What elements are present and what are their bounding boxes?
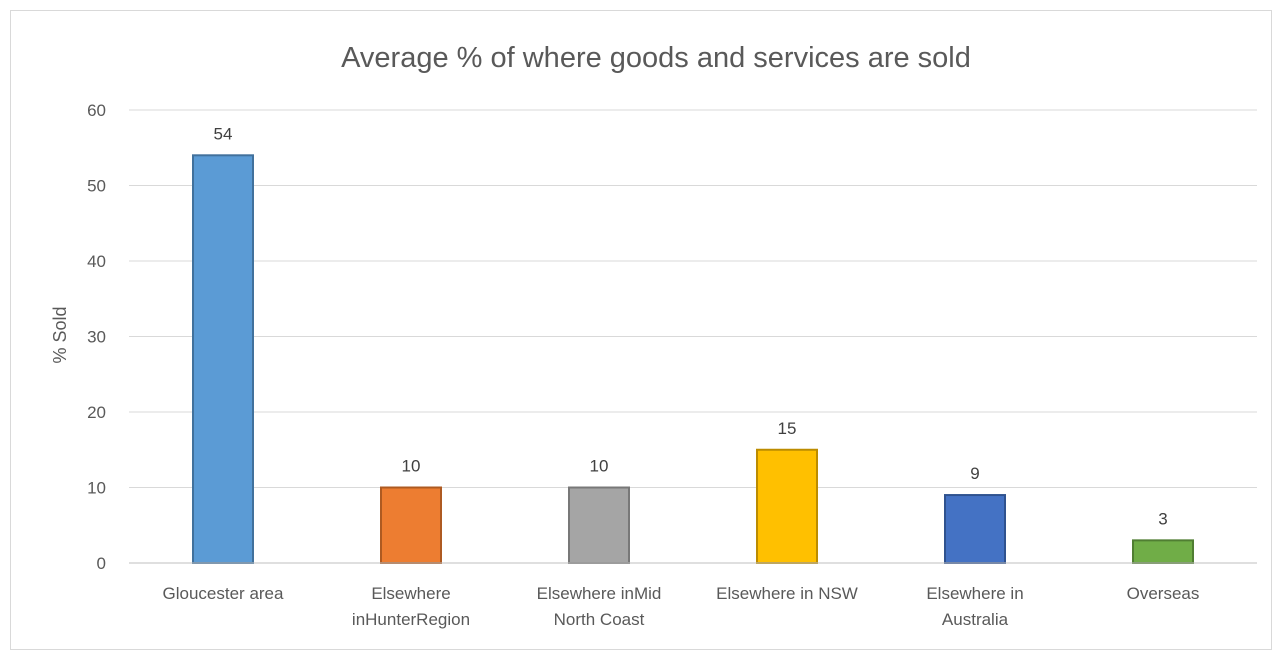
y-tick-label: 10	[87, 479, 106, 498]
y-tick-label: 60	[87, 101, 106, 120]
bar	[380, 486, 442, 564]
y-tick-label: 30	[87, 328, 106, 347]
x-tick-label: Elsewhere	[371, 584, 450, 603]
bar	[568, 486, 630, 564]
data-label: 3	[1158, 509, 1167, 528]
y-tick-label: 50	[87, 177, 106, 196]
x-tick-label: Australia	[942, 610, 1009, 629]
x-tick-label: inHunterRegion	[352, 610, 470, 629]
y-tick-label: 0	[97, 554, 106, 573]
bar	[756, 448, 818, 564]
y-tick-label: 20	[87, 403, 106, 422]
x-tick-label: North Coast	[554, 610, 645, 629]
chart-title: Average % of where goods and services ar…	[341, 42, 971, 74]
x-tick-label: Elsewhere inMid	[537, 584, 662, 603]
x-tick-label: Overseas	[1127, 584, 1200, 603]
x-tick-label: Gloucester area	[163, 584, 284, 603]
data-label: 10	[402, 457, 421, 476]
data-label: 9	[970, 464, 979, 483]
data-label: 54	[214, 124, 233, 143]
x-tick-label: Elsewhere in NSW	[716, 584, 858, 603]
y-tick-label: 40	[87, 252, 106, 271]
x-tick-label: Elsewhere in	[926, 584, 1023, 603]
bar	[192, 154, 254, 565]
bar	[944, 494, 1006, 564]
bar	[1132, 539, 1194, 564]
data-label: 15	[778, 419, 797, 438]
data-label: 10	[590, 457, 609, 476]
y-axis-label: % Sold	[50, 306, 70, 363]
